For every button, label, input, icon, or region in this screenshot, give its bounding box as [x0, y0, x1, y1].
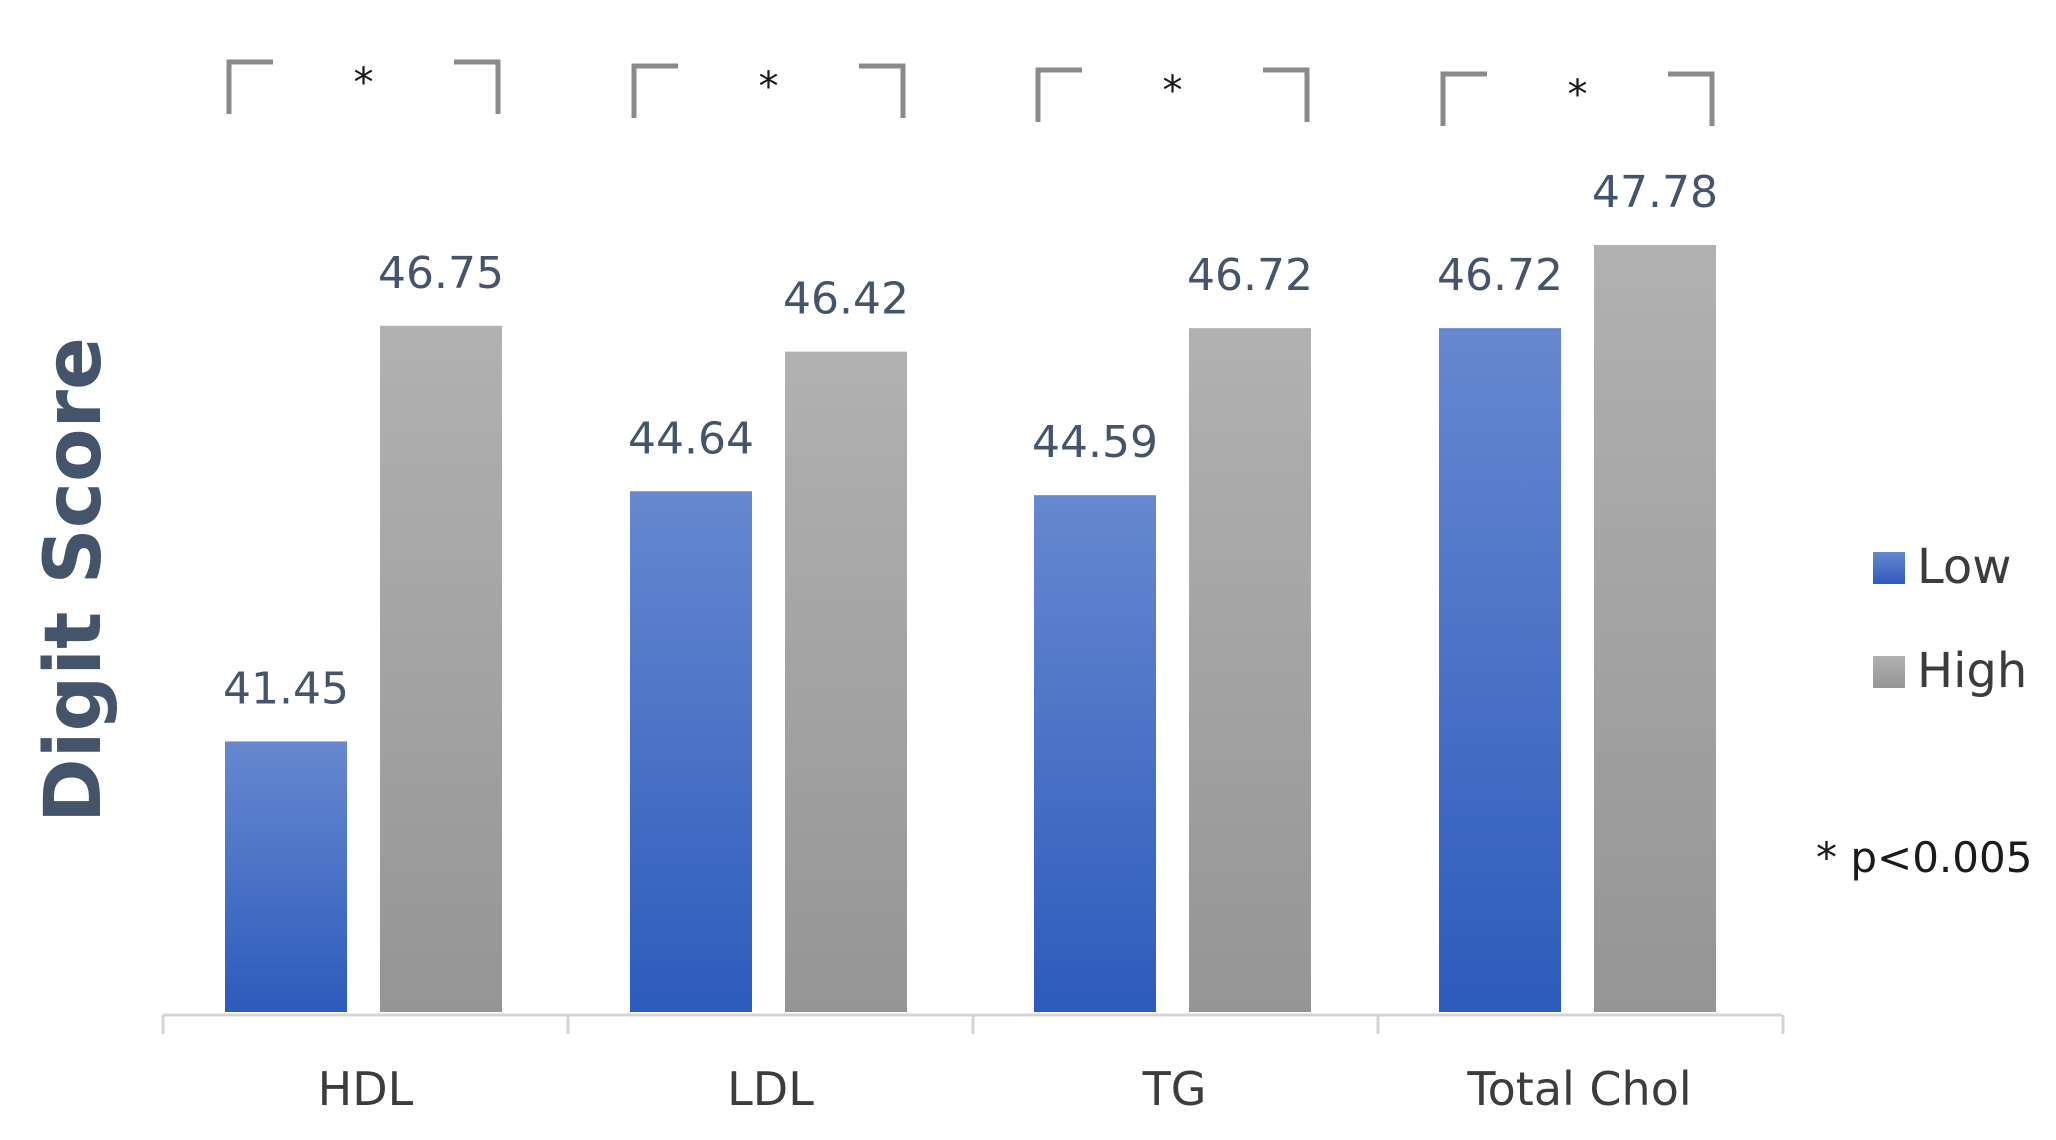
significance-bracket-left — [1035, 67, 1082, 122]
x-tick-label: LDL — [727, 1062, 814, 1116]
data-label: 44.59 — [1032, 417, 1158, 468]
legend-swatch-high — [1873, 656, 1905, 688]
significance-asterisk: * — [1163, 68, 1183, 114]
legend-label-high: High — [1917, 643, 2027, 699]
significance-asterisk: * — [1568, 72, 1588, 118]
significance-bracket-left — [226, 59, 273, 114]
data-label: 47.78 — [1592, 167, 1718, 218]
x-tick-label: HDL — [318, 1062, 414, 1116]
significance-bracket-right — [1668, 71, 1715, 126]
y-axis-label: Digit Score — [29, 337, 119, 823]
legend-label-low: Low — [1917, 539, 2012, 595]
significance-asterisk: * — [759, 64, 779, 110]
x-axis: HDL LDL TG Total Chol — [161, 1013, 1785, 1116]
significance-note: * p<0.005 — [1816, 833, 2032, 882]
bar-high-hdl — [380, 325, 502, 1013]
significance-bracket-right — [1263, 67, 1310, 122]
x-tick-label: TG — [1142, 1062, 1207, 1116]
bar-high-tg — [1189, 328, 1311, 1013]
significance-bracket-left — [631, 63, 678, 118]
significance-bracket-right — [454, 59, 501, 114]
data-label: 46.72 — [1187, 250, 1313, 301]
data-label: 46.42 — [783, 274, 909, 325]
legend-swatch-low — [1873, 552, 1905, 584]
bars-layer: 41.45 44.64 44.59 46.72 46.75 46.42 46.72 47.78 — [223, 167, 1718, 1013]
significance-bracket-right — [859, 63, 906, 118]
significance-markers: * * * * — [226, 59, 1715, 126]
bar-low-total-chol — [1439, 328, 1561, 1013]
data-label: 46.72 — [1437, 250, 1563, 301]
bar-low-tg — [1034, 495, 1156, 1012]
bar-high-total-chol — [1594, 245, 1716, 1012]
bar-high-ldl — [785, 351, 907, 1013]
data-label: 41.45 — [223, 663, 349, 714]
significance-asterisk: * — [354, 60, 374, 106]
x-tick-label: Total Chol — [1466, 1062, 1691, 1116]
legend: Low High — [1873, 539, 2027, 699]
significance-bracket-left — [1440, 71, 1487, 126]
bar-low-ldl — [630, 491, 752, 1012]
data-label: 46.75 — [378, 248, 504, 299]
bar-low-hdl — [225, 741, 347, 1012]
data-label: 44.64 — [628, 413, 754, 464]
